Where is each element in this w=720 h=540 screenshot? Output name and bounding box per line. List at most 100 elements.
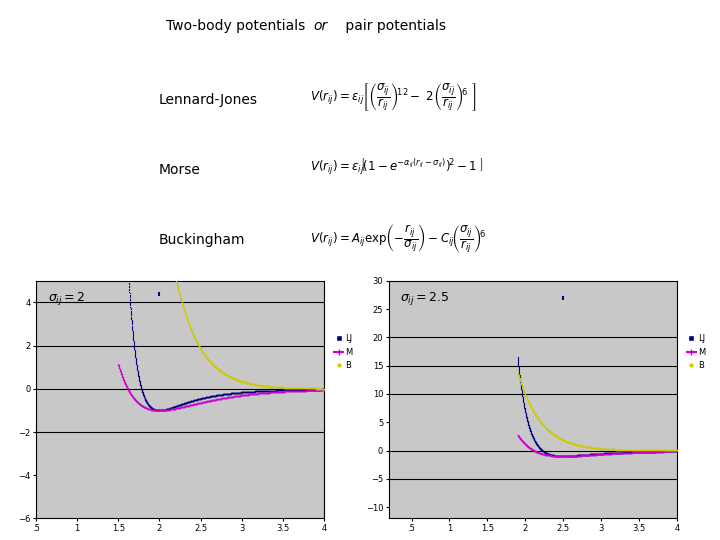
Point [148, 266, 159, 274]
Point [572, 441, 584, 449]
Point [621, 448, 633, 457]
Point [575, 451, 586, 460]
Point [141, 266, 153, 274]
Point [307, 384, 318, 393]
Point [127, 329, 138, 338]
Point [305, 386, 316, 395]
Point [515, 379, 526, 388]
Point [168, 266, 179, 274]
Point [535, 417, 546, 426]
Point [240, 379, 252, 387]
Point [570, 451, 582, 460]
Point [573, 451, 585, 460]
Point [219, 369, 230, 378]
Point [292, 387, 304, 395]
Point [545, 450, 557, 459]
Point [260, 382, 271, 390]
Point [238, 388, 250, 396]
Point [611, 449, 623, 457]
Point [515, 377, 526, 386]
Point [253, 389, 265, 398]
Point [256, 389, 267, 397]
Point [210, 391, 222, 400]
Point [582, 443, 594, 451]
Point [615, 449, 626, 457]
Point [113, 361, 125, 370]
Point [119, 266, 130, 274]
Point [151, 406, 163, 415]
Point [212, 391, 223, 400]
Point [208, 392, 220, 400]
Point [249, 389, 261, 398]
Point [232, 376, 243, 384]
Point [657, 446, 668, 455]
Point [157, 406, 168, 414]
Point [647, 446, 658, 455]
Point [160, 406, 171, 414]
Point [168, 404, 179, 413]
Point [625, 446, 636, 454]
Point [140, 404, 152, 413]
Point [514, 434, 526, 442]
Point [566, 451, 577, 460]
Point [515, 435, 526, 443]
Point [137, 402, 148, 410]
Point [662, 447, 674, 456]
Point [566, 439, 577, 448]
Point [176, 300, 188, 309]
Point [117, 266, 129, 274]
Point [577, 442, 589, 450]
Point [184, 397, 195, 406]
Point [567, 451, 578, 460]
Point [197, 398, 208, 407]
Point [190, 335, 202, 344]
Point [538, 450, 549, 458]
Point [197, 347, 208, 356]
Point [170, 402, 181, 411]
Point [150, 406, 161, 415]
Point [167, 404, 179, 413]
Point [536, 445, 547, 454]
Point [169, 402, 181, 411]
Point [241, 390, 253, 399]
Point [638, 448, 649, 456]
Point [613, 448, 625, 457]
Point [590, 444, 602, 453]
Point [608, 445, 620, 454]
Point [148, 406, 159, 414]
Point [118, 266, 130, 274]
Point [272, 388, 284, 396]
Point [213, 366, 225, 374]
Point [575, 451, 586, 460]
Point [595, 450, 606, 458]
Point [292, 387, 304, 395]
Point [313, 386, 325, 394]
Point [601, 445, 613, 454]
Point [646, 447, 657, 456]
Point [278, 386, 289, 395]
Point [173, 286, 184, 295]
Point [228, 389, 240, 397]
Point [569, 451, 580, 460]
Point [181, 399, 192, 407]
Point [550, 451, 562, 460]
Point [217, 394, 229, 402]
Point [227, 393, 238, 401]
Point [626, 448, 638, 457]
Point [607, 449, 618, 458]
Point [605, 445, 616, 454]
Point [654, 447, 666, 456]
Point [611, 448, 623, 457]
Point [274, 388, 285, 396]
Point [264, 387, 276, 395]
Point [537, 420, 549, 429]
Point [618, 448, 630, 457]
Point [541, 451, 553, 460]
Point [536, 449, 548, 458]
Point [655, 447, 667, 456]
Point [153, 266, 165, 274]
Point [277, 383, 289, 392]
Point [204, 358, 216, 367]
Point [528, 435, 540, 444]
Point [127, 335, 139, 344]
